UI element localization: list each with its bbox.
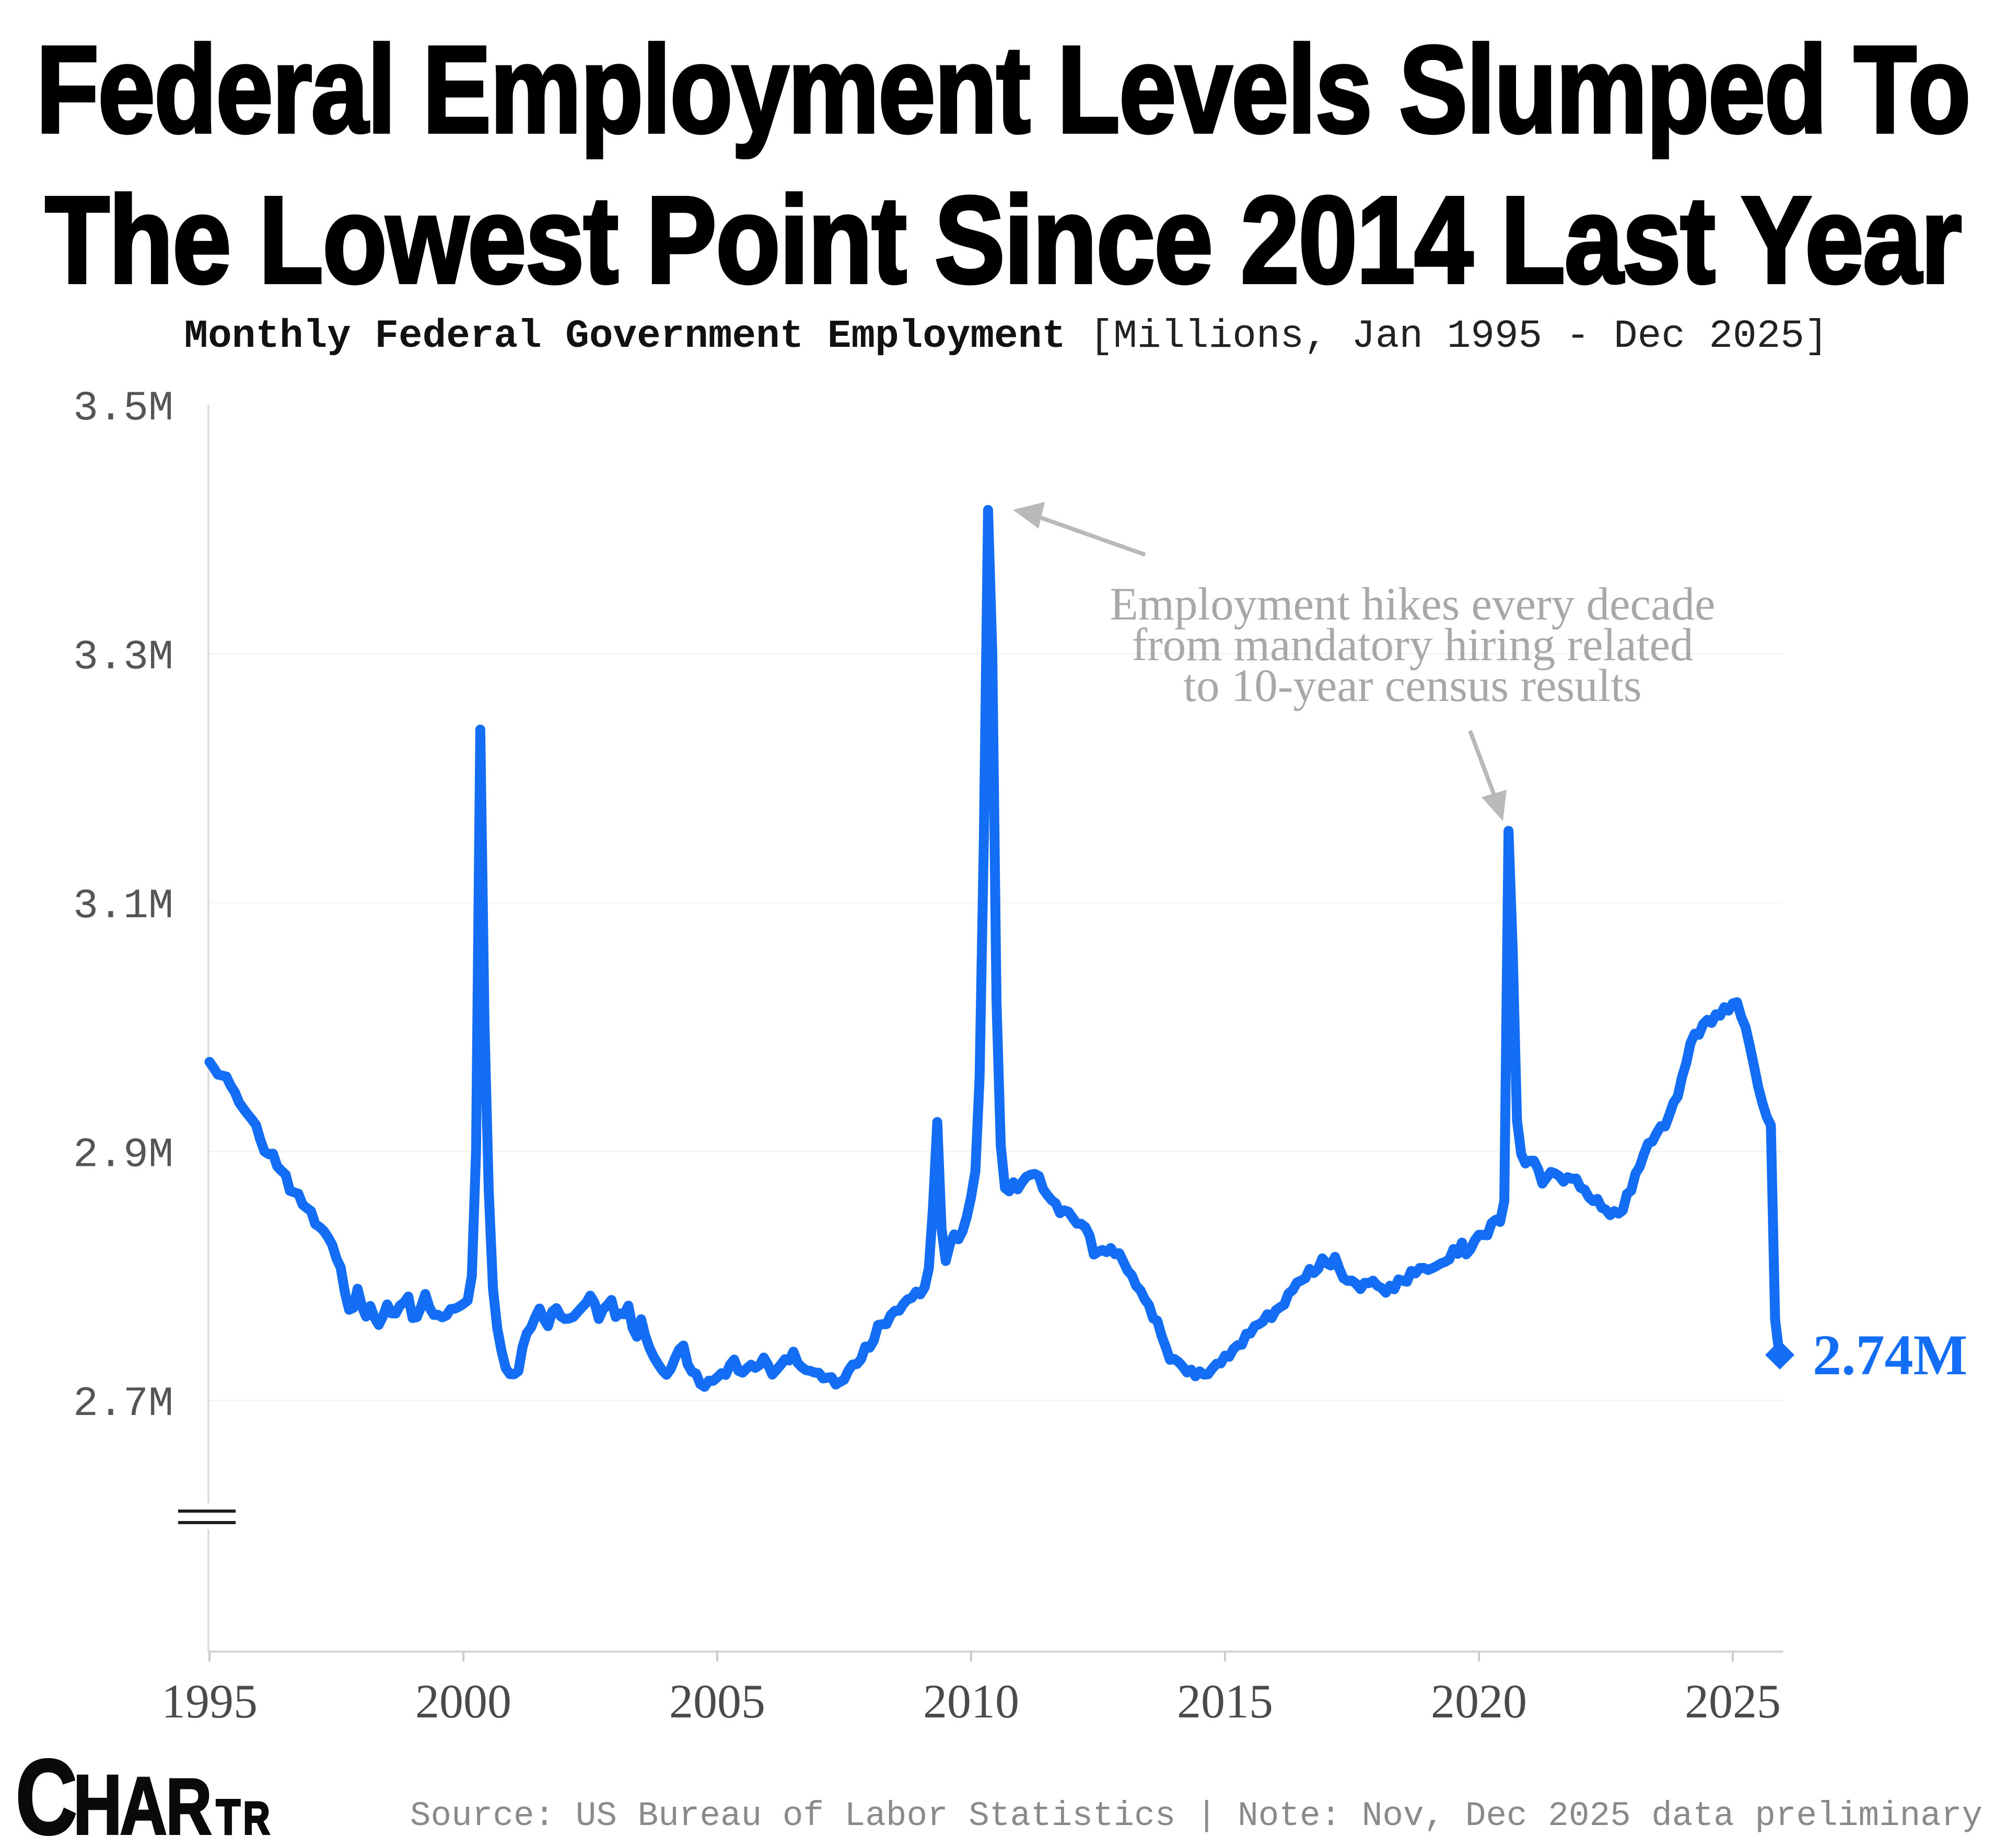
svg-text:2.9M: 2.9M [73, 1132, 173, 1179]
svg-text:2010: 2010 [923, 1675, 1019, 1728]
svg-text:from mandatory hiring related: from mandatory hiring related [1132, 619, 1693, 671]
svg-text:Employment hikes every decade: Employment hikes every decade [1110, 579, 1715, 630]
svg-text:H: H [73, 1758, 122, 1848]
svg-text:2000: 2000 [415, 1675, 511, 1728]
svg-text:Source: US Bureau of Labor Sta: Source: US Bureau of Labor Statistics | … [410, 1796, 1982, 1835]
svg-text:1995: 1995 [161, 1675, 258, 1728]
svg-text:to 10-year census results: to 10-year census results [1183, 660, 1641, 711]
svg-text:3.5M: 3.5M [73, 385, 173, 432]
svg-text:T: T [216, 1789, 240, 1845]
svg-text:2005: 2005 [669, 1675, 765, 1728]
svg-text:2.7M: 2.7M [73, 1381, 173, 1428]
svg-text:3.3M: 3.3M [73, 634, 173, 682]
svg-text:2020: 2020 [1431, 1675, 1527, 1728]
svg-text:A: A [120, 1760, 167, 1848]
svg-text:2015: 2015 [1177, 1675, 1273, 1728]
svg-text:C: C [16, 1738, 77, 1848]
svg-text:R: R [166, 1762, 212, 1848]
svg-text:2.74M: 2.74M [1813, 1323, 1967, 1387]
svg-text:3.1M: 3.1M [73, 883, 173, 930]
svg-text:2025: 2025 [1685, 1675, 1781, 1728]
svg-text:R: R [243, 1792, 270, 1843]
